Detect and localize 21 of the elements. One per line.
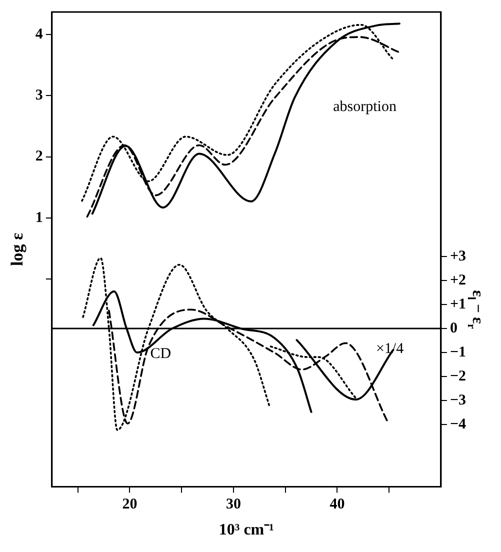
- y-tick-label: 1: [35, 210, 43, 226]
- y2-tick-label: −1: [450, 344, 466, 360]
- y-tick-label: 2: [35, 148, 43, 165]
- y2-tick-label: 0: [450, 320, 458, 336]
- x-tick-label: 40: [330, 496, 345, 513]
- y-tick-label: 3: [35, 88, 43, 104]
- y-tick-label: 4: [35, 26, 44, 42]
- x-axis-title: 10³ cm⁻¹: [218, 522, 274, 539]
- y2-tick-label: +1: [450, 296, 466, 312]
- x-tick-label: 20: [122, 496, 138, 513]
- x-tick-label: 30: [226, 496, 241, 513]
- y-axis-title: log ε: [8, 232, 27, 266]
- y2-axis-title: εl − εr: [465, 290, 486, 329]
- annotation: CD: [150, 346, 172, 362]
- y2-tick-label: +3: [450, 248, 466, 264]
- y2-tick-label: +2: [450, 272, 466, 288]
- y2-tick-label: −3: [450, 392, 466, 408]
- y2-tick-label: −4: [450, 416, 466, 432]
- annotation: ×1/4: [376, 341, 404, 358]
- annotation: absorption: [333, 98, 397, 115]
- y2-tick-label: −2: [450, 368, 466, 384]
